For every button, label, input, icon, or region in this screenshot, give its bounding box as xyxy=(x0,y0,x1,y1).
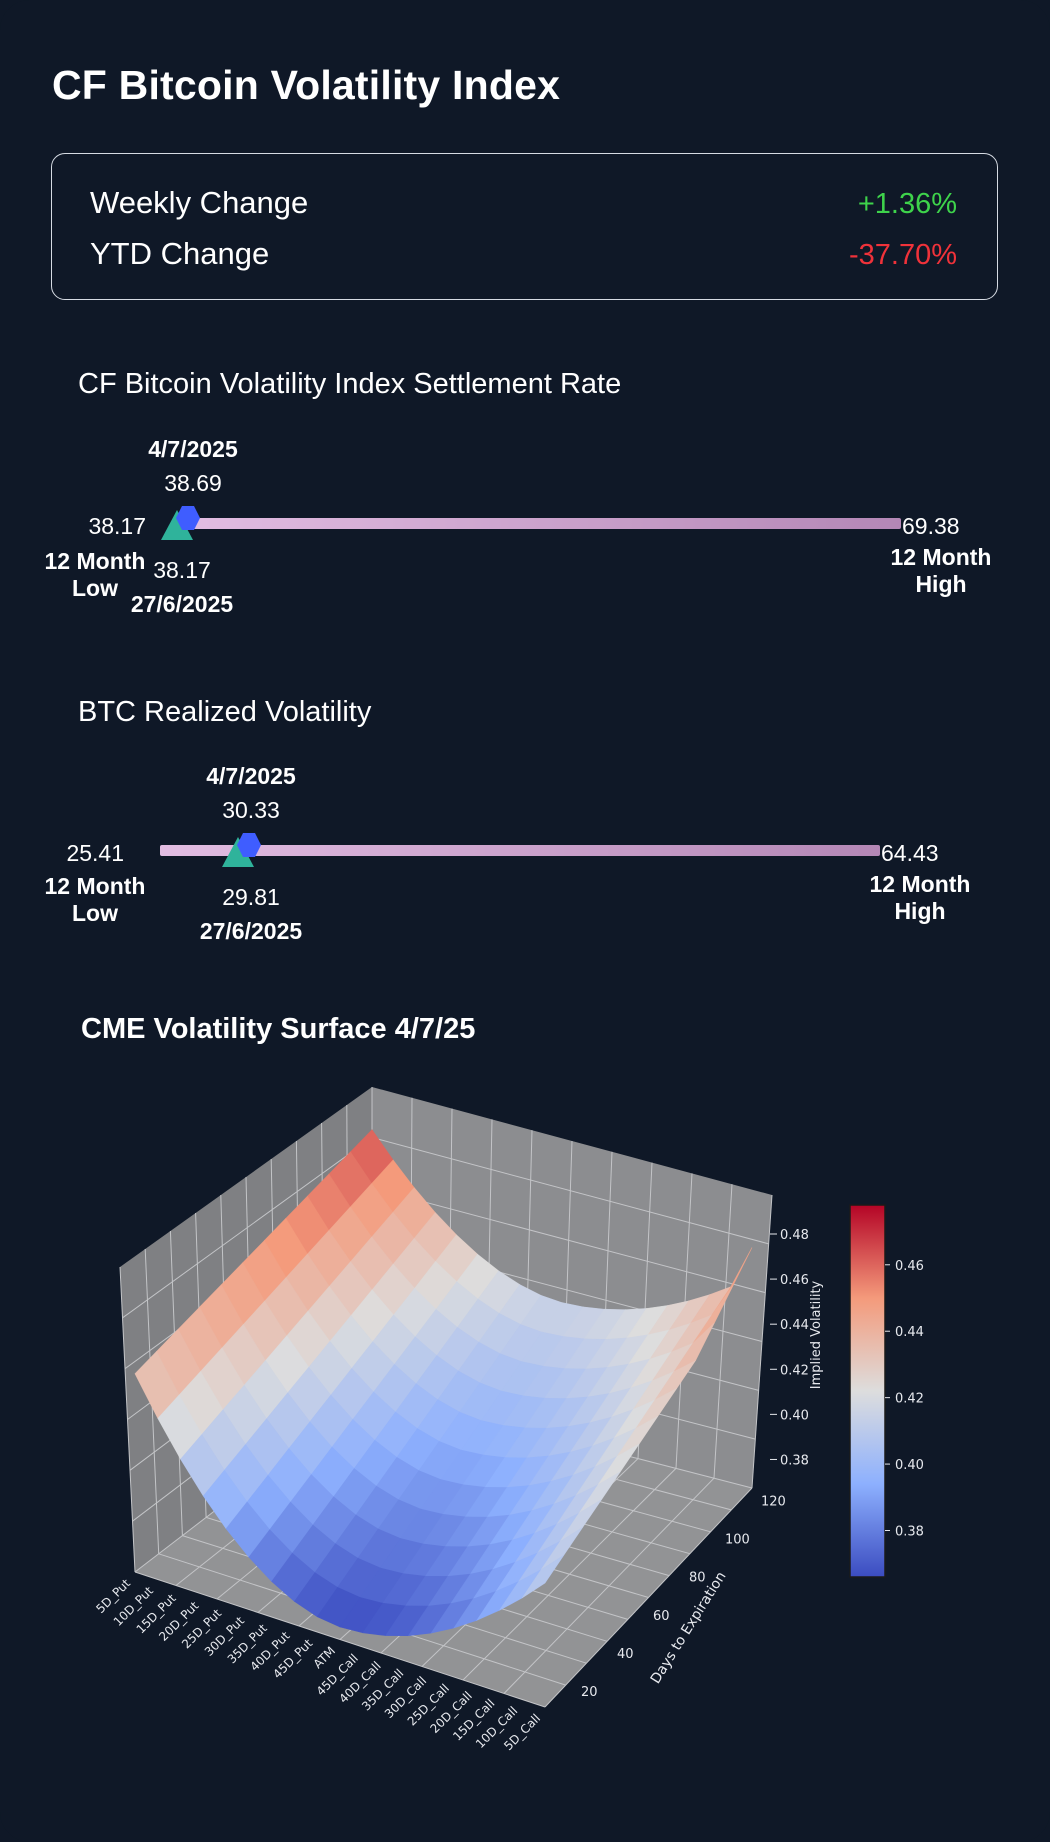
side-grid-line xyxy=(122,1137,373,1319)
colorbar-tick-label: 0.40 xyxy=(895,1458,924,1473)
settlement-current-date: 4/7/2025 xyxy=(148,436,238,462)
z-tick-label: 0.40 xyxy=(780,1408,809,1423)
weekly-change-value: +1.36% xyxy=(857,188,957,220)
realized-high-value: 64.43 xyxy=(881,840,939,866)
change-summary-box: Weekly Change +1.36% YTD Change -37.70% xyxy=(51,153,998,300)
realized-previous-date: 27/6/2025 xyxy=(199,918,303,944)
weekly-change-label: Weekly Change xyxy=(90,185,309,220)
y-tick-label: 120 xyxy=(761,1495,786,1510)
settlement-previous-value: 38.17 xyxy=(153,557,211,583)
settlement-previous-marker xyxy=(161,510,193,540)
z-tick-label: 0.38 xyxy=(780,1453,809,1468)
realized-volatility-title: BTC Realized Volatility xyxy=(78,696,372,728)
y-axis-label: Days to Expiration xyxy=(648,1569,730,1687)
settlement-current-marker xyxy=(176,506,200,530)
y-tick-label: 80 xyxy=(689,1571,706,1586)
floor-grid-line xyxy=(503,1477,715,1694)
settlement-high-label: 12 Month High xyxy=(890,544,992,597)
realized-low-value: 25.41 xyxy=(66,840,124,866)
colorbar xyxy=(849,1204,886,1578)
realized-high-label: 12 Month High xyxy=(869,871,971,924)
y-tick-label: 40 xyxy=(617,1647,634,1662)
page-title: CF Bitcoin Volatility Index xyxy=(52,62,561,108)
realized-range-bar xyxy=(160,845,880,856)
settlement-low-value: 38.17 xyxy=(88,513,146,539)
back-grid-line xyxy=(371,1137,769,1245)
settlement-low-label: 12 Month Low xyxy=(44,548,146,601)
realized-current-date: 4/7/2025 xyxy=(206,763,296,789)
realized-previous-value: 29.81 xyxy=(222,884,280,910)
realized-current-value: 30.33 xyxy=(222,797,280,823)
z-tick-label: 0.46 xyxy=(780,1273,809,1288)
surface-mesh xyxy=(134,1129,753,1637)
z-tick-label: 0.44 xyxy=(780,1318,809,1333)
colorbar-tick-label: 0.42 xyxy=(895,1392,924,1407)
y-tick-label: 60 xyxy=(653,1609,670,1624)
surface-title: CME Volatility Surface 4/7/25 xyxy=(81,1013,476,1045)
surface-cell xyxy=(521,1554,565,1599)
z-tick-label: 0.42 xyxy=(780,1363,809,1378)
back-grid-line xyxy=(371,1187,766,1294)
ytd-change-value: -37.70% xyxy=(848,239,957,271)
z-axis-ticks: 0.38 0.40 0.42 0.44 0.46 0.48 xyxy=(770,1228,809,1468)
realized-low-label: 12 Month Low xyxy=(44,873,146,926)
ytd-change-label: YTD Change xyxy=(90,236,270,271)
colorbar-tick-label: 0.38 xyxy=(895,1525,924,1540)
settlement-rate-title: CF Bitcoin Volatility Index Settlement R… xyxy=(78,368,622,400)
settlement-range-bar xyxy=(187,518,901,529)
realized-current-marker xyxy=(237,833,261,857)
settlement-high-value: 69.38 xyxy=(902,513,960,539)
y-tick-label: 20 xyxy=(581,1685,598,1700)
realized-markers xyxy=(222,833,261,867)
colorbar-ticks: 0.38 0.40 0.42 0.44 0.46 xyxy=(885,1259,924,1540)
floor-grid-line xyxy=(462,1468,677,1681)
y-tick-label: 100 xyxy=(725,1533,750,1548)
floor-grid-line xyxy=(544,1487,753,1708)
settlement-markers xyxy=(161,506,200,540)
settlement-current-value: 38.69 xyxy=(164,470,222,496)
realized-previous-marker xyxy=(222,837,254,867)
y-axis-ticks: 20 40 60 80 100 120 xyxy=(581,1495,786,1700)
colorbar-tick-label: 0.46 xyxy=(895,1259,924,1274)
colorbar-tick-label: 0.44 xyxy=(895,1325,924,1340)
z-tick-label: 0.48 xyxy=(780,1228,809,1243)
z-axis-label: Implied Volatility xyxy=(809,1280,824,1389)
settlement-previous-date: 27/6/2025 xyxy=(130,591,234,617)
